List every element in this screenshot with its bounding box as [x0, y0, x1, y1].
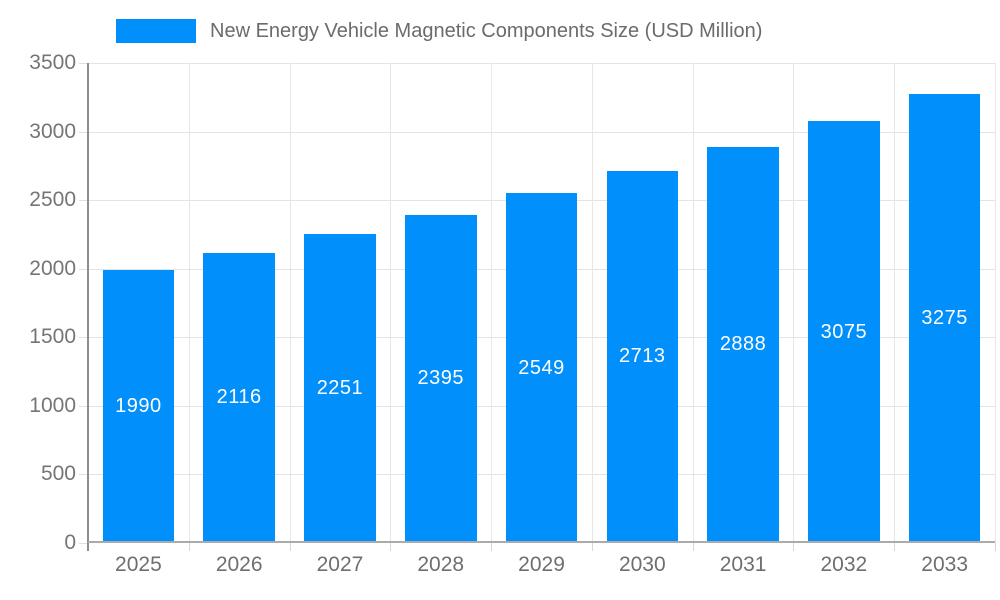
x-axis-label: 2027	[316, 553, 364, 576]
x-gridline	[995, 63, 996, 543]
y-tick	[79, 63, 88, 64]
bar-2033[interactable]: 3275	[908, 93, 981, 543]
bar-cell: 2888	[693, 63, 794, 543]
bar-2025[interactable]: 1990	[102, 270, 175, 543]
bar-value-label: 2395	[417, 367, 464, 390]
x-gridline	[491, 63, 493, 543]
x-tick	[995, 543, 996, 551]
x-gridline	[692, 63, 694, 543]
x-axis-label: 2026	[215, 553, 263, 576]
y-tick	[79, 543, 88, 544]
bar-value-label: 2888	[719, 333, 767, 356]
x-tick	[894, 543, 896, 551]
y-gridline	[88, 131, 995, 133]
x-gridline	[188, 63, 190, 543]
x-gridline	[894, 63, 896, 543]
x-axis-label: 2033	[921, 553, 968, 576]
bar-2032[interactable]: 3075	[808, 121, 880, 543]
y-tick	[79, 268, 88, 270]
y-tick	[79, 474, 88, 476]
x-axis-labels: 2025 2026 2027 2028 2029 2030 2031 2032 2033	[88, 553, 995, 587]
bar-value-label: 2116	[216, 386, 262, 409]
x-gridline	[390, 63, 392, 543]
x-tick	[491, 543, 493, 551]
y-axis-label: 1000	[29, 393, 76, 417]
plot-area: 1990 2116 2251 2395 2549 2713 2888 3075 3275	[79, 63, 996, 551]
x-gridline	[793, 63, 795, 543]
y-axis-label: 3000	[29, 119, 76, 143]
x-axis-label: 2025	[115, 553, 162, 576]
y-axis-label: 0	[64, 531, 76, 554]
y-axis-label: 3500	[29, 51, 76, 74]
bar-value-label: 3275	[921, 306, 968, 329]
y-gridline	[88, 63, 995, 64]
x-gridline	[591, 63, 593, 543]
bar-cell: 3075	[793, 63, 894, 543]
bar-value-label: 3075	[820, 320, 868, 343]
y-tick	[79, 405, 88, 407]
y-axis-label: 2000	[29, 256, 76, 280]
y-tick	[79, 200, 88, 202]
bar-2029[interactable]: 2549	[505, 193, 578, 543]
y-tick	[79, 337, 88, 339]
x-axis-line	[88, 541, 995, 543]
x-gridline	[289, 63, 291, 543]
x-tick	[390, 543, 392, 551]
x-axis-label: 2030	[618, 553, 666, 576]
bar-value-label: 2251	[316, 377, 364, 400]
x-tick	[289, 543, 291, 551]
y-axis-line	[87, 63, 89, 551]
legend[interactable]: New Energy Vehicle Magnetic Components S…	[116, 16, 762, 46]
x-axis-label: 2029	[518, 553, 565, 576]
x-axis-label: 2028	[417, 553, 465, 576]
bar-cell: 2395	[390, 63, 491, 543]
bar-value-label: 2549	[518, 356, 565, 379]
x-tick	[591, 543, 593, 551]
y-axis-label: 1500	[29, 325, 76, 349]
bar-2028[interactable]: 2395	[404, 214, 477, 543]
x-axis-label: 2032	[820, 553, 868, 576]
x-axis-label: 2031	[719, 553, 767, 576]
bar-2026[interactable]: 2116	[203, 252, 275, 543]
x-tick	[188, 543, 190, 551]
bar-cell: 2549	[491, 63, 592, 543]
bar-cell: 2713	[592, 63, 693, 543]
bar-cell: 1990	[88, 63, 189, 543]
legend-marker[interactable]	[116, 19, 196, 43]
y-axis-labels: 0 500 1000 1500 2000 2500 3000 3500	[0, 51, 76, 554]
y-tick	[79, 131, 88, 133]
bar-2030[interactable]: 2713	[606, 170, 679, 543]
bar-value-label: 2713	[619, 345, 666, 368]
x-tick	[692, 543, 694, 551]
x-tick	[793, 543, 795, 551]
y-axis-label: 2500	[29, 188, 76, 212]
legend-label: New Energy Vehicle Magnetic Components S…	[210, 19, 763, 42]
bar-cell: 2116	[189, 63, 290, 543]
bar-cell: 2251	[290, 63, 391, 543]
bar-2027[interactable]: 2251	[304, 234, 376, 543]
y-axis-label: 500	[40, 462, 76, 486]
bar-2031[interactable]: 2888	[707, 146, 779, 543]
bar-value-label: 1990	[115, 395, 162, 418]
bar-series: 1990 2116 2251 2395 2549 2713 2888 3075 3275	[88, 63, 995, 543]
bar-cell: 3275	[894, 63, 995, 543]
